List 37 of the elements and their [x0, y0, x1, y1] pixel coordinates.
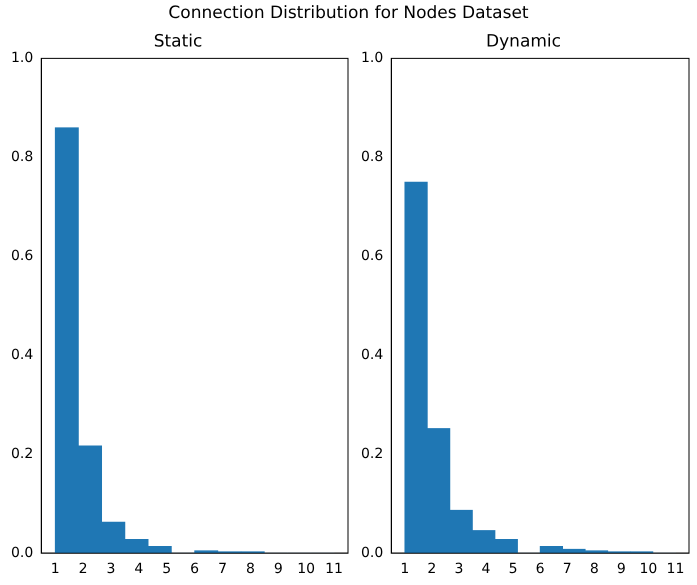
x-tick-label: 2 [78, 561, 88, 578]
y-tick-label: 0.6 [11, 248, 34, 264]
y-tick-label: 0.4 [11, 346, 34, 363]
x-tick-label: 5 [162, 561, 172, 578]
x-tick-label: 6 [536, 561, 545, 578]
x-tick-label: 10 [639, 561, 658, 578]
y-tick-label: 0.6 [361, 248, 384, 264]
x-tick-label: 4 [482, 561, 491, 578]
text: Connection Distribution for Nodes Dataset [167, 3, 530, 23]
x-tick-label: 11 [325, 561, 343, 578]
y-tick-label: 0.0 [11, 544, 34, 561]
x-tick-label: 7 [562, 561, 572, 578]
y-tick-label: 0.4 [361, 346, 384, 363]
x-tick-label: 8 [590, 561, 599, 578]
x-tick-label: 5 [508, 561, 518, 578]
x-tick-label: 1 [400, 561, 410, 578]
x-tick-label: 8 [246, 561, 255, 578]
chart-title: Dynamic [486, 32, 561, 52]
x-tick-label: 4 [134, 561, 144, 578]
y-tick-label: 0.2 [11, 446, 34, 462]
x-tick-label: 7 [218, 561, 227, 578]
x-tick-label: 1 [50, 561, 60, 578]
x-tick-label: 9 [274, 561, 283, 578]
x-tick-label: 11 [666, 561, 684, 578]
y-tick-label: 0.8 [361, 149, 384, 165]
y-tick-label: 1.0 [361, 50, 384, 66]
chart-title: Static [154, 32, 202, 52]
y-tick-label: 0.0 [361, 544, 384, 561]
y-tick-label: 0.2 [361, 446, 384, 462]
x-tick-label: 2 [427, 561, 436, 578]
y-tick-label: 0.8 [11, 149, 34, 165]
x-tick-label: 6 [190, 561, 200, 578]
x-tick-label: 3 [106, 561, 116, 578]
x-tick-label: 9 [616, 561, 626, 578]
x-tick-label: 10 [297, 561, 316, 578]
x-tick-label: 3 [454, 561, 464, 578]
y-tick-label: 1.0 [11, 50, 34, 66]
